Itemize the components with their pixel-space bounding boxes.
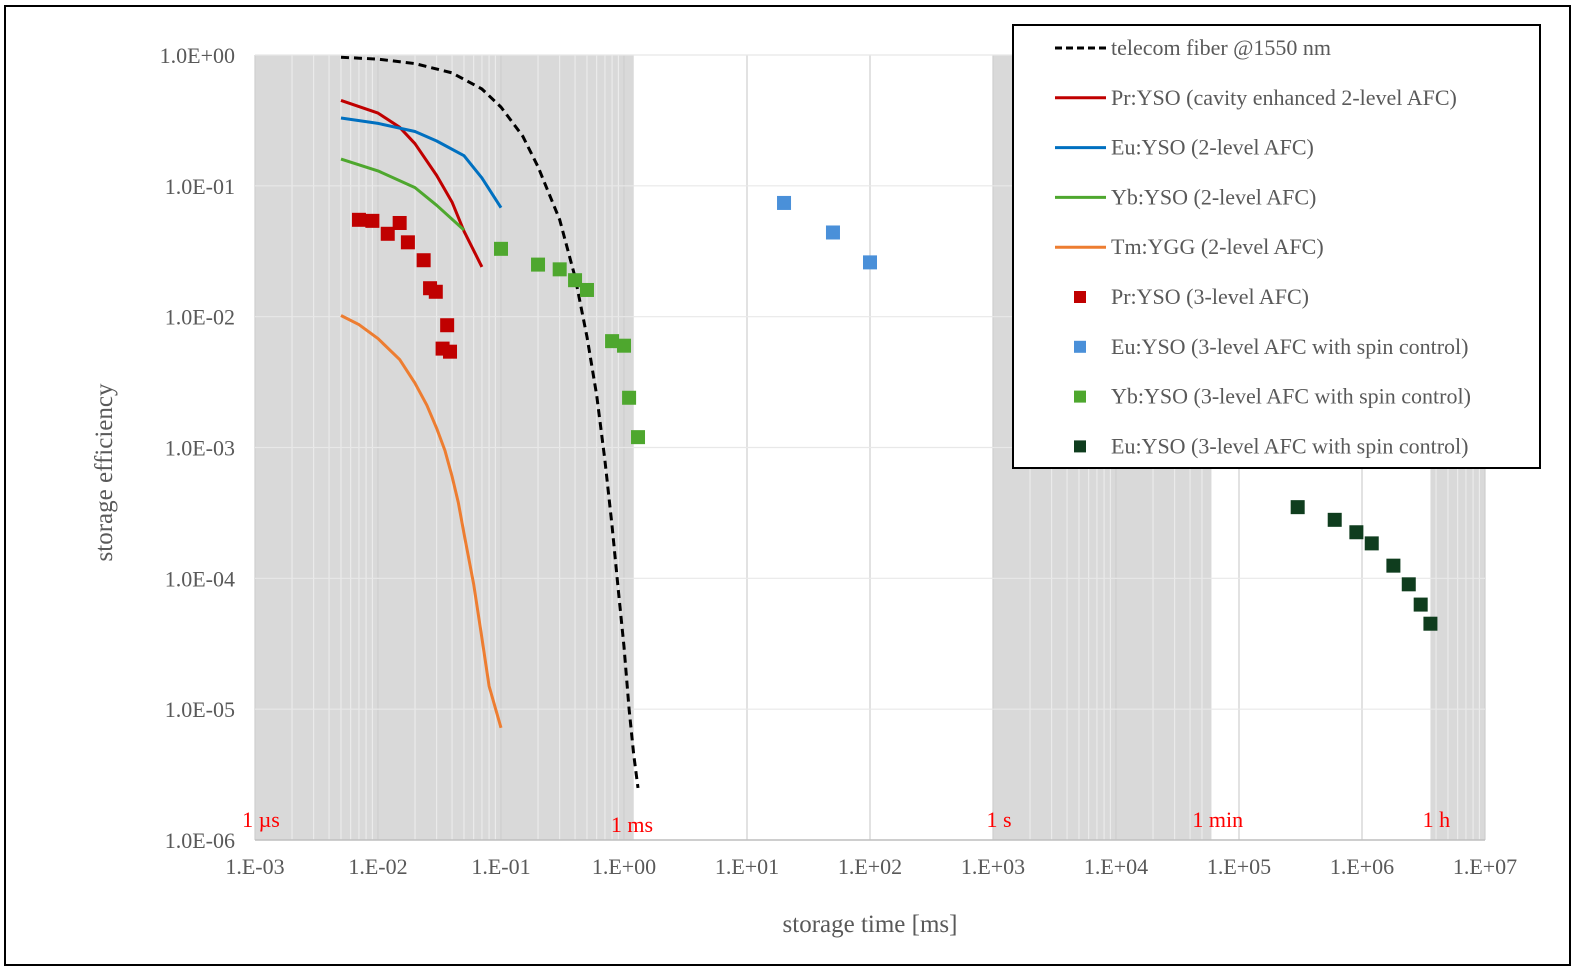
x-tick-label: 1.E+03 — [961, 854, 1025, 879]
data-point — [777, 195, 792, 210]
annotation-1-h: 1 h — [1423, 807, 1451, 832]
legend-swatch — [1074, 340, 1086, 353]
series-line — [340, 157, 466, 232]
data-point — [416, 253, 431, 268]
data-point — [443, 344, 458, 359]
series-3 — [340, 116, 503, 209]
series-4 — [340, 157, 466, 232]
x-tick-label: 1.E+07 — [1453, 854, 1517, 879]
data-point — [568, 273, 583, 288]
legend-item: Yb:YSO (3-level AFC with spin control) — [1074, 384, 1471, 409]
legend-item: Eu:YSO (3-level AFC with spin control) — [1074, 433, 1468, 458]
y-tick-labels: 1.0E+00 1.0E-01 1.0E-02 1.0E-03 1.0E-04 1.0E-… — [160, 43, 235, 853]
annotation-1-s: 1 s — [986, 807, 1011, 832]
series-group — [340, 55, 1438, 789]
legend-item: Pr:YSO (cavity enhanced 2-level AFC) — [1055, 85, 1457, 110]
annotation-1-ms: 1 ms — [611, 812, 653, 837]
data-point — [1349, 525, 1364, 540]
y-tick-label: 1.0E-06 — [165, 828, 235, 853]
x-tick-label: 1.E+02 — [838, 854, 902, 879]
y-tick-label: 1.0E-02 — [165, 305, 235, 330]
data-point — [400, 235, 415, 250]
data-point — [365, 213, 380, 228]
series-7 — [777, 195, 877, 270]
data-point — [440, 318, 455, 333]
x-tick-label: 1.E+04 — [1084, 854, 1148, 879]
x-tick-label: 1.E-01 — [471, 854, 530, 879]
legend-label: Yb:YSO (2-level AFC) — [1111, 184, 1316, 209]
series-8 — [494, 241, 646, 445]
series-line — [340, 116, 503, 209]
legend-label: Eu:YSO (3-level AFC with spin control) — [1111, 433, 1468, 458]
time-annotations: 1 µs 1 ms 1 s 1 min 1 h — [242, 807, 1450, 837]
data-point — [605, 334, 620, 349]
data-point — [1413, 597, 1428, 612]
data-point — [1364, 536, 1379, 551]
y-tick-label: 1.0E-03 — [165, 436, 235, 461]
data-point — [1290, 500, 1305, 515]
series-line — [340, 55, 640, 789]
legend-label: Eu:YSO (2-level AFC) — [1111, 135, 1314, 160]
data-point — [579, 282, 594, 297]
legend: telecom fiber @1550 nm Pr:YSO (cavity enh… — [1012, 24, 1541, 469]
data-point — [494, 241, 508, 256]
data-point — [863, 255, 877, 270]
x-tick-label: 1.E-03 — [225, 854, 284, 879]
legend-swatch — [1074, 390, 1086, 403]
legend-item: Tm:YGG (2-level AFC) — [1055, 234, 1324, 259]
y-tick-label: 1.0E-04 — [165, 566, 235, 591]
legend-item: Pr:YSO (3-level AFC) — [1074, 284, 1309, 309]
legend-label: Tm:YGG (2-level AFC) — [1111, 234, 1324, 259]
data-point — [351, 212, 366, 227]
data-point — [428, 284, 443, 299]
data-point — [531, 257, 546, 272]
x-tick-label: 1.E+06 — [1330, 854, 1394, 879]
legend-swatch — [1074, 440, 1086, 453]
x-tick-label: 1.E+05 — [1207, 854, 1271, 879]
y-axis-title: storage efficiency — [91, 383, 118, 561]
data-point — [552, 262, 567, 277]
data-point — [392, 215, 407, 230]
legend-item: Yb:YSO (2-level AFC) — [1055, 184, 1316, 209]
annotation-1-min: 1 min — [1192, 807, 1243, 832]
legend-swatch — [1074, 291, 1086, 303]
data-point — [1327, 512, 1342, 527]
annotation-1-µs: 1 µs — [242, 807, 280, 832]
series-5 — [340, 314, 503, 729]
legend-label: Pr:YSO (cavity enhanced 2-level AFC) — [1111, 85, 1457, 110]
y-tick-label: 1.0E-01 — [165, 174, 235, 199]
series-line — [340, 314, 503, 729]
data-point — [631, 430, 646, 445]
legend-label: telecom fiber @1550 nm — [1111, 35, 1331, 60]
x-tick-label: 1.E+00 — [592, 854, 656, 879]
data-point — [825, 225, 840, 240]
y-tick-label: 1.0E+00 — [160, 43, 235, 68]
x-tick-labels: 1.E-03 1.E-02 1.E-01 1.E+00 1.E+01 1.E+02 1.E+… — [225, 854, 1517, 879]
x-tick-label: 1.E-02 — [348, 854, 407, 879]
series-9 — [1290, 500, 1438, 631]
data-point — [1423, 616, 1438, 631]
x-tick-label: 1.E+01 — [715, 854, 779, 879]
y-tick-label: 1.0E-05 — [165, 697, 235, 722]
series-1 — [340, 55, 640, 789]
legend-item: Eu:YSO (3-level AFC with spin control) — [1074, 334, 1468, 359]
legend-item: telecom fiber @1550 nm — [1055, 35, 1331, 60]
series-6 — [351, 212, 458, 359]
data-point — [622, 390, 637, 405]
x-axis-title: storage time [ms] — [783, 911, 958, 938]
legend-label: Pr:YSO (3-level AFC) — [1111, 284, 1309, 309]
data-point — [380, 226, 395, 241]
legend-label: Yb:YSO (3-level AFC with spin control) — [1111, 384, 1471, 409]
legend-label: Eu:YSO (3-level AFC with spin control) — [1111, 334, 1468, 359]
data-point — [1386, 558, 1401, 573]
data-point — [1401, 577, 1416, 592]
legend-item: Eu:YSO (2-level AFC) — [1055, 135, 1314, 160]
data-point — [617, 338, 631, 353]
